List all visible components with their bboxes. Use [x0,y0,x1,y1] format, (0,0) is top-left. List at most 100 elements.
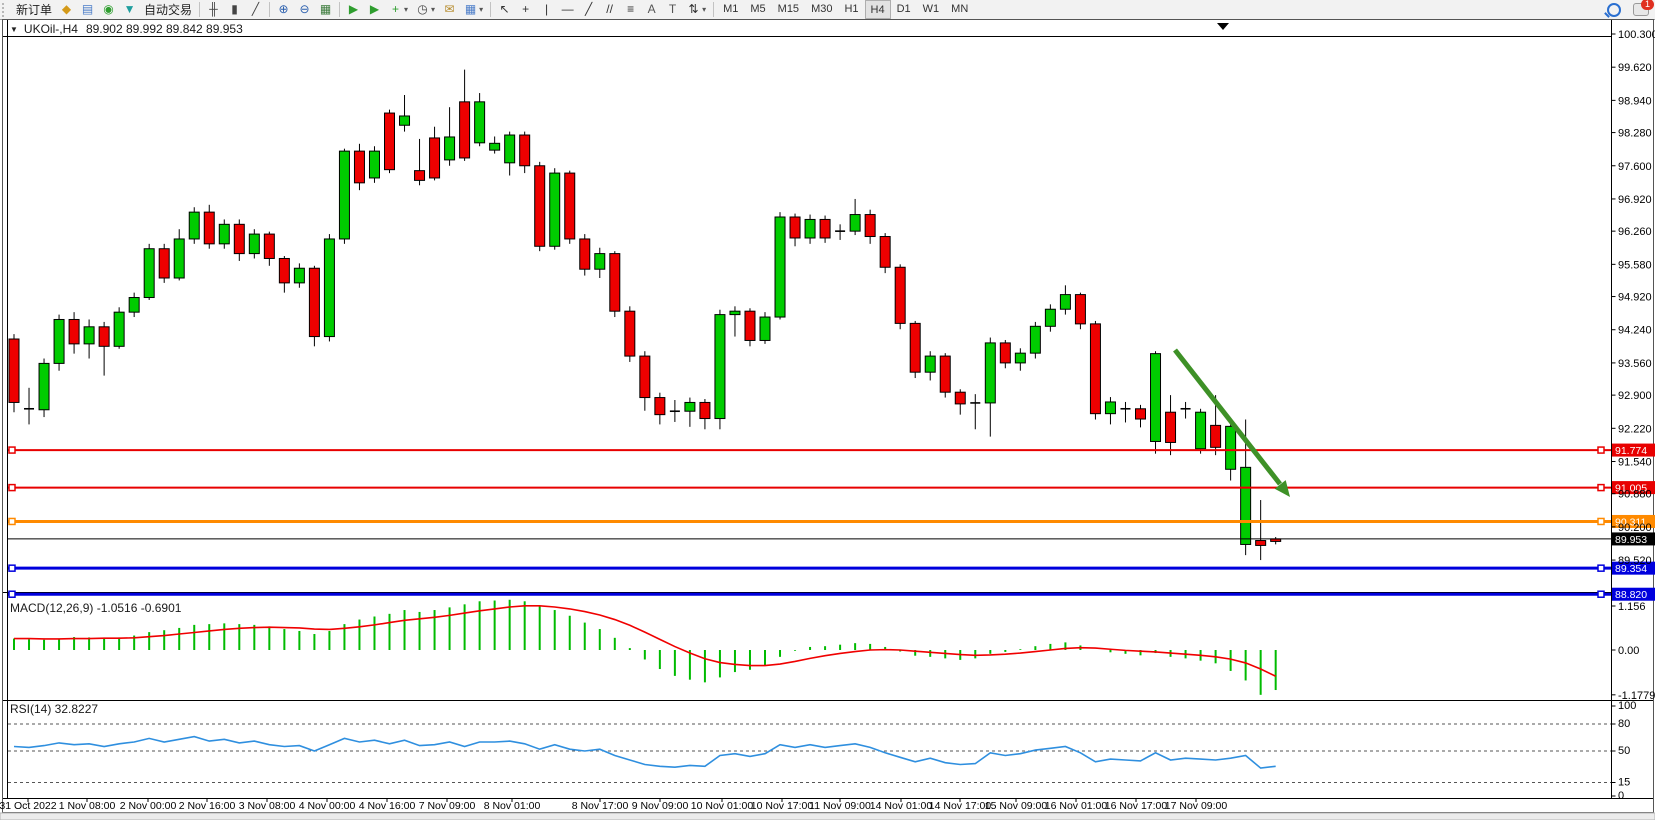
fibonacci-icon[interactable]: ≡ [620,1,641,18]
zoom-out-icon[interactable]: ⊖ [294,1,315,18]
arrows-icon: ⇅ [688,2,699,16]
strategy-play-icon[interactable]: ▶ [343,1,364,18]
toolbar-separator [490,2,492,17]
strategy-step-icon[interactable]: ▶ [364,1,385,18]
hline-handle[interactable] [1597,564,1605,572]
templates-icon[interactable]: ▦ ▾ [460,1,487,18]
horizontal-line-icon[interactable]: — [557,1,578,18]
trend-arrow[interactable] [1173,348,1282,486]
hline-handle[interactable] [1597,446,1605,454]
data-window-icon[interactable]: ◉ [98,1,119,18]
price-label: 89.953 [1615,534,1647,546]
tab-W1[interactable]: W1 [922,2,940,15]
chevron-down-icon[interactable]: ▾ [702,5,707,14]
text-icon: A [647,2,656,16]
tile-windows-icon[interactable]: ▦ [315,1,336,18]
hline-handle[interactable] [1597,517,1605,526]
new-chart-icon: + [392,2,400,16]
period-clock-icon[interactable]: ◷ ▾ [412,1,439,18]
hline-handle[interactable] [8,517,16,526]
auto-trading-button[interactable]: 自动交易 [140,1,196,18]
tab-H1[interactable]: H1 [844,2,859,15]
action-group: ▶ ▶ + ▾ ◷ ▾ ✉ ▦ ▾ [343,1,487,18]
data-window-icon: ◉ [103,2,114,16]
tab-M15[interactable]: M15 [777,2,800,15]
toolbar-grip[interactable] [2,2,9,17]
tab-M30[interactable]: M30 [811,2,833,15]
date-tick-label: 11 Nov 09:00 [809,800,871,812]
rsi-indicator-label: RSI(14) 32.8227 [10,702,99,716]
rsi-tick-label: 50 [1618,745,1630,757]
hline-handle[interactable] [8,446,16,454]
templates-icon: ▦ [464,2,477,16]
price-tick-label: 98.940 [1618,95,1652,107]
tab-D1[interactable]: D1 [896,2,911,15]
price-label-box [1612,514,1655,528]
chevron-down-icon[interactable]: ▾ [404,5,409,14]
date-tick-label: 3 Nov 08:00 [239,800,296,812]
search-icon[interactable] [1607,2,1621,17]
new-order-button[interactable]: 新订单 [12,1,56,18]
date-tick-label: 10 Nov 17:00 [751,800,814,812]
channel-icon[interactable]: // [599,1,620,18]
axes-layer: 100.300 99.620 98.940 98.280 97.600 96.920 96.… [0,29,1655,812]
history-cube-icon[interactable]: ◆ [56,1,77,18]
price-tick-label: 92.900 [1618,390,1652,402]
arrows-icon[interactable]: ⇅ ▾ [683,1,710,18]
notifications-icon[interactable]: 1 [1633,0,1654,16]
hline-handle[interactable] [8,564,16,572]
mail-icon: ✉ [444,2,455,16]
hline-handle[interactable] [1597,590,1605,598]
macd-tick-label: -1.1779 [1618,690,1655,702]
toolbar-right: 1 [1607,0,1654,17]
tab-MN[interactable]: MN [951,2,969,15]
chart-title-bar[interactable]: ▼ UKOil-,H4 89.902 89.992 89.842 89.953 [10,22,243,36]
price-label: 91.005 [1615,483,1647,495]
hline-handle[interactable] [1597,483,1605,492]
macd-tick-label: 1.156 [1618,601,1646,613]
price-label: 88.820 [1615,589,1647,601]
navigator-icon[interactable]: ▼ [119,1,140,18]
tab-M5[interactable]: M5 [750,2,766,15]
line-chart-icon[interactable]: ╱ [245,1,266,18]
crosshair-icon[interactable]: + [515,1,536,18]
price-tick-label: 98.280 [1618,128,1652,140]
hline-handle[interactable] [8,590,16,598]
chart-shift-marker[interactable] [1217,23,1229,30]
main-toolbar: 新订单 ◆ ▤ ◉ ▼ 自动交易 ╫ ▮ ╱ ⊕ ⊖ ▦ ▶ ▶ + ▾ ◷ ▾ ✉ ▦ ▾ ↖ + | — ╱//≡… [0,0,1655,20]
date-tick-label: 8 Nov 01:00 [484,800,541,812]
price-tick-label: 92.220 [1618,423,1652,435]
chevron-down-icon[interactable]: ▾ [431,5,436,14]
market-watch-icon[interactable]: ▤ [77,1,98,18]
label-icon[interactable]: T [662,1,683,18]
tab-H4[interactable]: H4 [864,0,891,19]
vertical-line-icon[interactable]: | [536,1,557,18]
price-tick-label: 90.200 [1618,522,1652,534]
trendline-icon[interactable]: ╱ [578,1,599,18]
strategy-play-icon: ▶ [348,2,359,16]
text-icon[interactable]: A [641,1,662,18]
symbol-dropdown-icon[interactable]: ▼ [10,24,18,34]
new-chart-icon[interactable]: + ▾ [385,1,412,18]
price-tick-label: 96.260 [1618,226,1652,238]
cursor-icon[interactable]: ↖ [494,1,515,18]
zoom-in-icon[interactable]: ⊕ [273,1,294,18]
trend-arrow-head[interactable] [1274,480,1290,497]
hline-handle[interactable] [8,483,16,492]
date-tick-label: 2 Nov 00:00 [120,800,177,812]
bar-chart-icon[interactable]: ╫ [203,1,224,18]
chevron-down-icon[interactable]: ▾ [479,5,484,14]
cursor-icon: ↖ [499,2,510,16]
draw-tools-group: ↖ + | — ╱ // ≡ A T ⇅ ▾ [494,1,710,18]
zoom-out-icon: ⊖ [299,2,310,16]
tab-M1[interactable]: M1 [723,2,739,15]
hlines-layer[interactable]: 91.774 91.005 90.311 89.953 89.354 88.820 [8,348,1655,601]
auto-trading-label: 自动交易 [144,3,193,17]
date-tick-label: 1 Nov 08:00 [59,800,116,812]
price-tick-label: 96.920 [1618,194,1652,206]
macd-tick-label: 0.00 [1618,645,1639,657]
candlestick-chart-icon[interactable]: ▮ [224,1,245,18]
bar-chart-icon: ╫ [209,2,218,16]
mail-icon[interactable]: ✉ [439,1,460,18]
